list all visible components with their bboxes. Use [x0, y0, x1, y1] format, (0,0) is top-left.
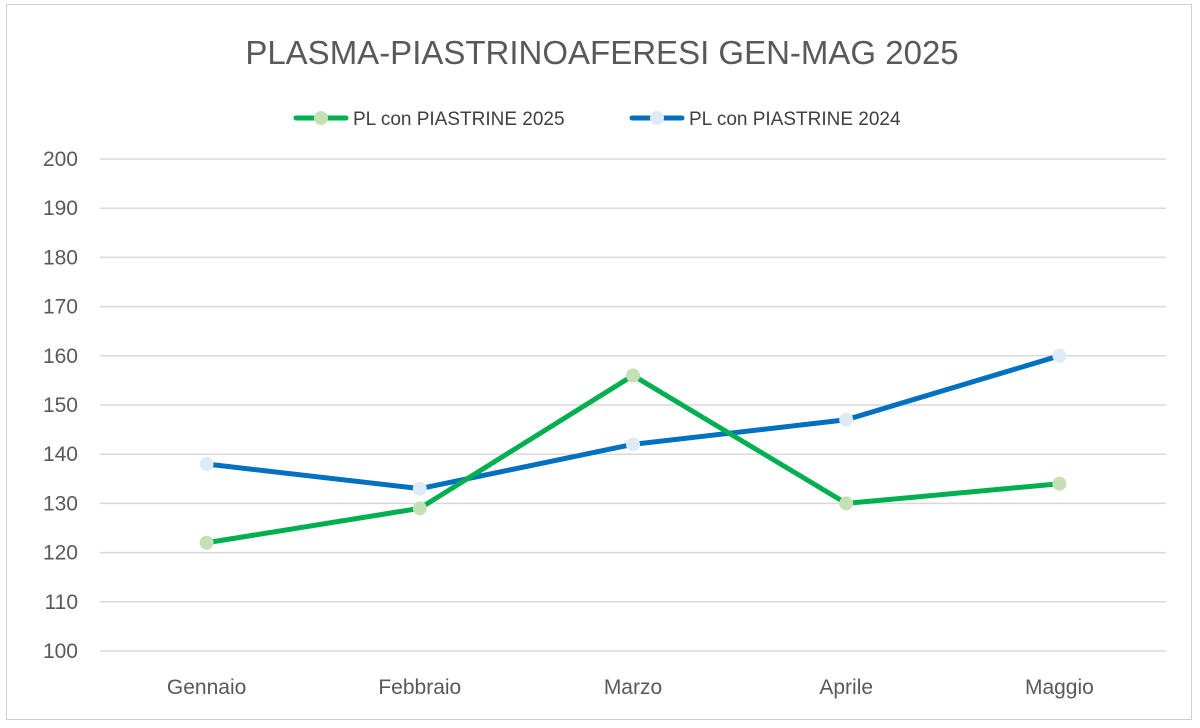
data-series — [199, 348, 1067, 550]
legend-item-2025: PL con PIASTRINE 2025 — [293, 109, 565, 130]
y-tick-label: 200 — [43, 148, 78, 171]
y-tick-label: 150 — [43, 394, 78, 417]
chart-title: PLASMA-PIASTRINOAFERESI GEN-MAG 2025 — [245, 34, 958, 71]
y-tick-label: 140 — [43, 443, 78, 466]
legend-label-2025: PL con PIASTRINE 2025 — [353, 109, 565, 130]
chart-frame — [6, 4, 1192, 720]
data-point — [1052, 348, 1067, 363]
x-axis-tick-labels: Gennaio Febbraio Marzo Aprile Maggio — [167, 676, 1094, 699]
y-tick-label: 110 — [45, 591, 78, 614]
x-tick-label: Marzo — [604, 676, 662, 699]
legend-marker-2024 — [650, 111, 664, 125]
x-tick-label: Aprile — [819, 676, 873, 699]
y-axis-tick-labels: 100 110 120 130 140 150 160 170 180 190 200 — [43, 148, 78, 663]
y-tick-label: 180 — [43, 246, 78, 269]
x-tick-label: Gennaio — [167, 676, 246, 699]
x-tick-label: Maggio — [1025, 676, 1094, 699]
y-tick-label: 160 — [43, 345, 78, 368]
data-point — [199, 457, 214, 472]
x-tick-label: Febbraio — [378, 676, 461, 699]
data-point — [1052, 476, 1067, 491]
gridlines — [100, 158, 1166, 652]
y-tick-label: 190 — [43, 197, 78, 220]
data-point — [626, 437, 640, 452]
data-point — [199, 535, 214, 550]
legend: PL con PIASTRINE 2025 PL con PIASTRINE 2… — [293, 109, 901, 130]
series-2024 — [199, 348, 1067, 496]
legend-marker-2025 — [314, 111, 328, 125]
y-tick-label: 120 — [43, 542, 78, 565]
legend-label-2024: PL con PIASTRINE 2024 — [689, 109, 901, 130]
data-point — [839, 412, 854, 427]
data-point — [412, 501, 427, 516]
y-tick-label: 170 — [43, 296, 78, 319]
data-point — [412, 481, 427, 496]
series-2025 — [199, 368, 1067, 550]
y-tick-label: 130 — [43, 492, 78, 515]
data-point — [839, 496, 854, 511]
legend-item-2024: PL con PIASTRINE 2024 — [629, 109, 901, 130]
series-line — [204, 372, 1062, 546]
y-tick-label: 100 — [43, 640, 78, 663]
data-point — [626, 368, 640, 383]
